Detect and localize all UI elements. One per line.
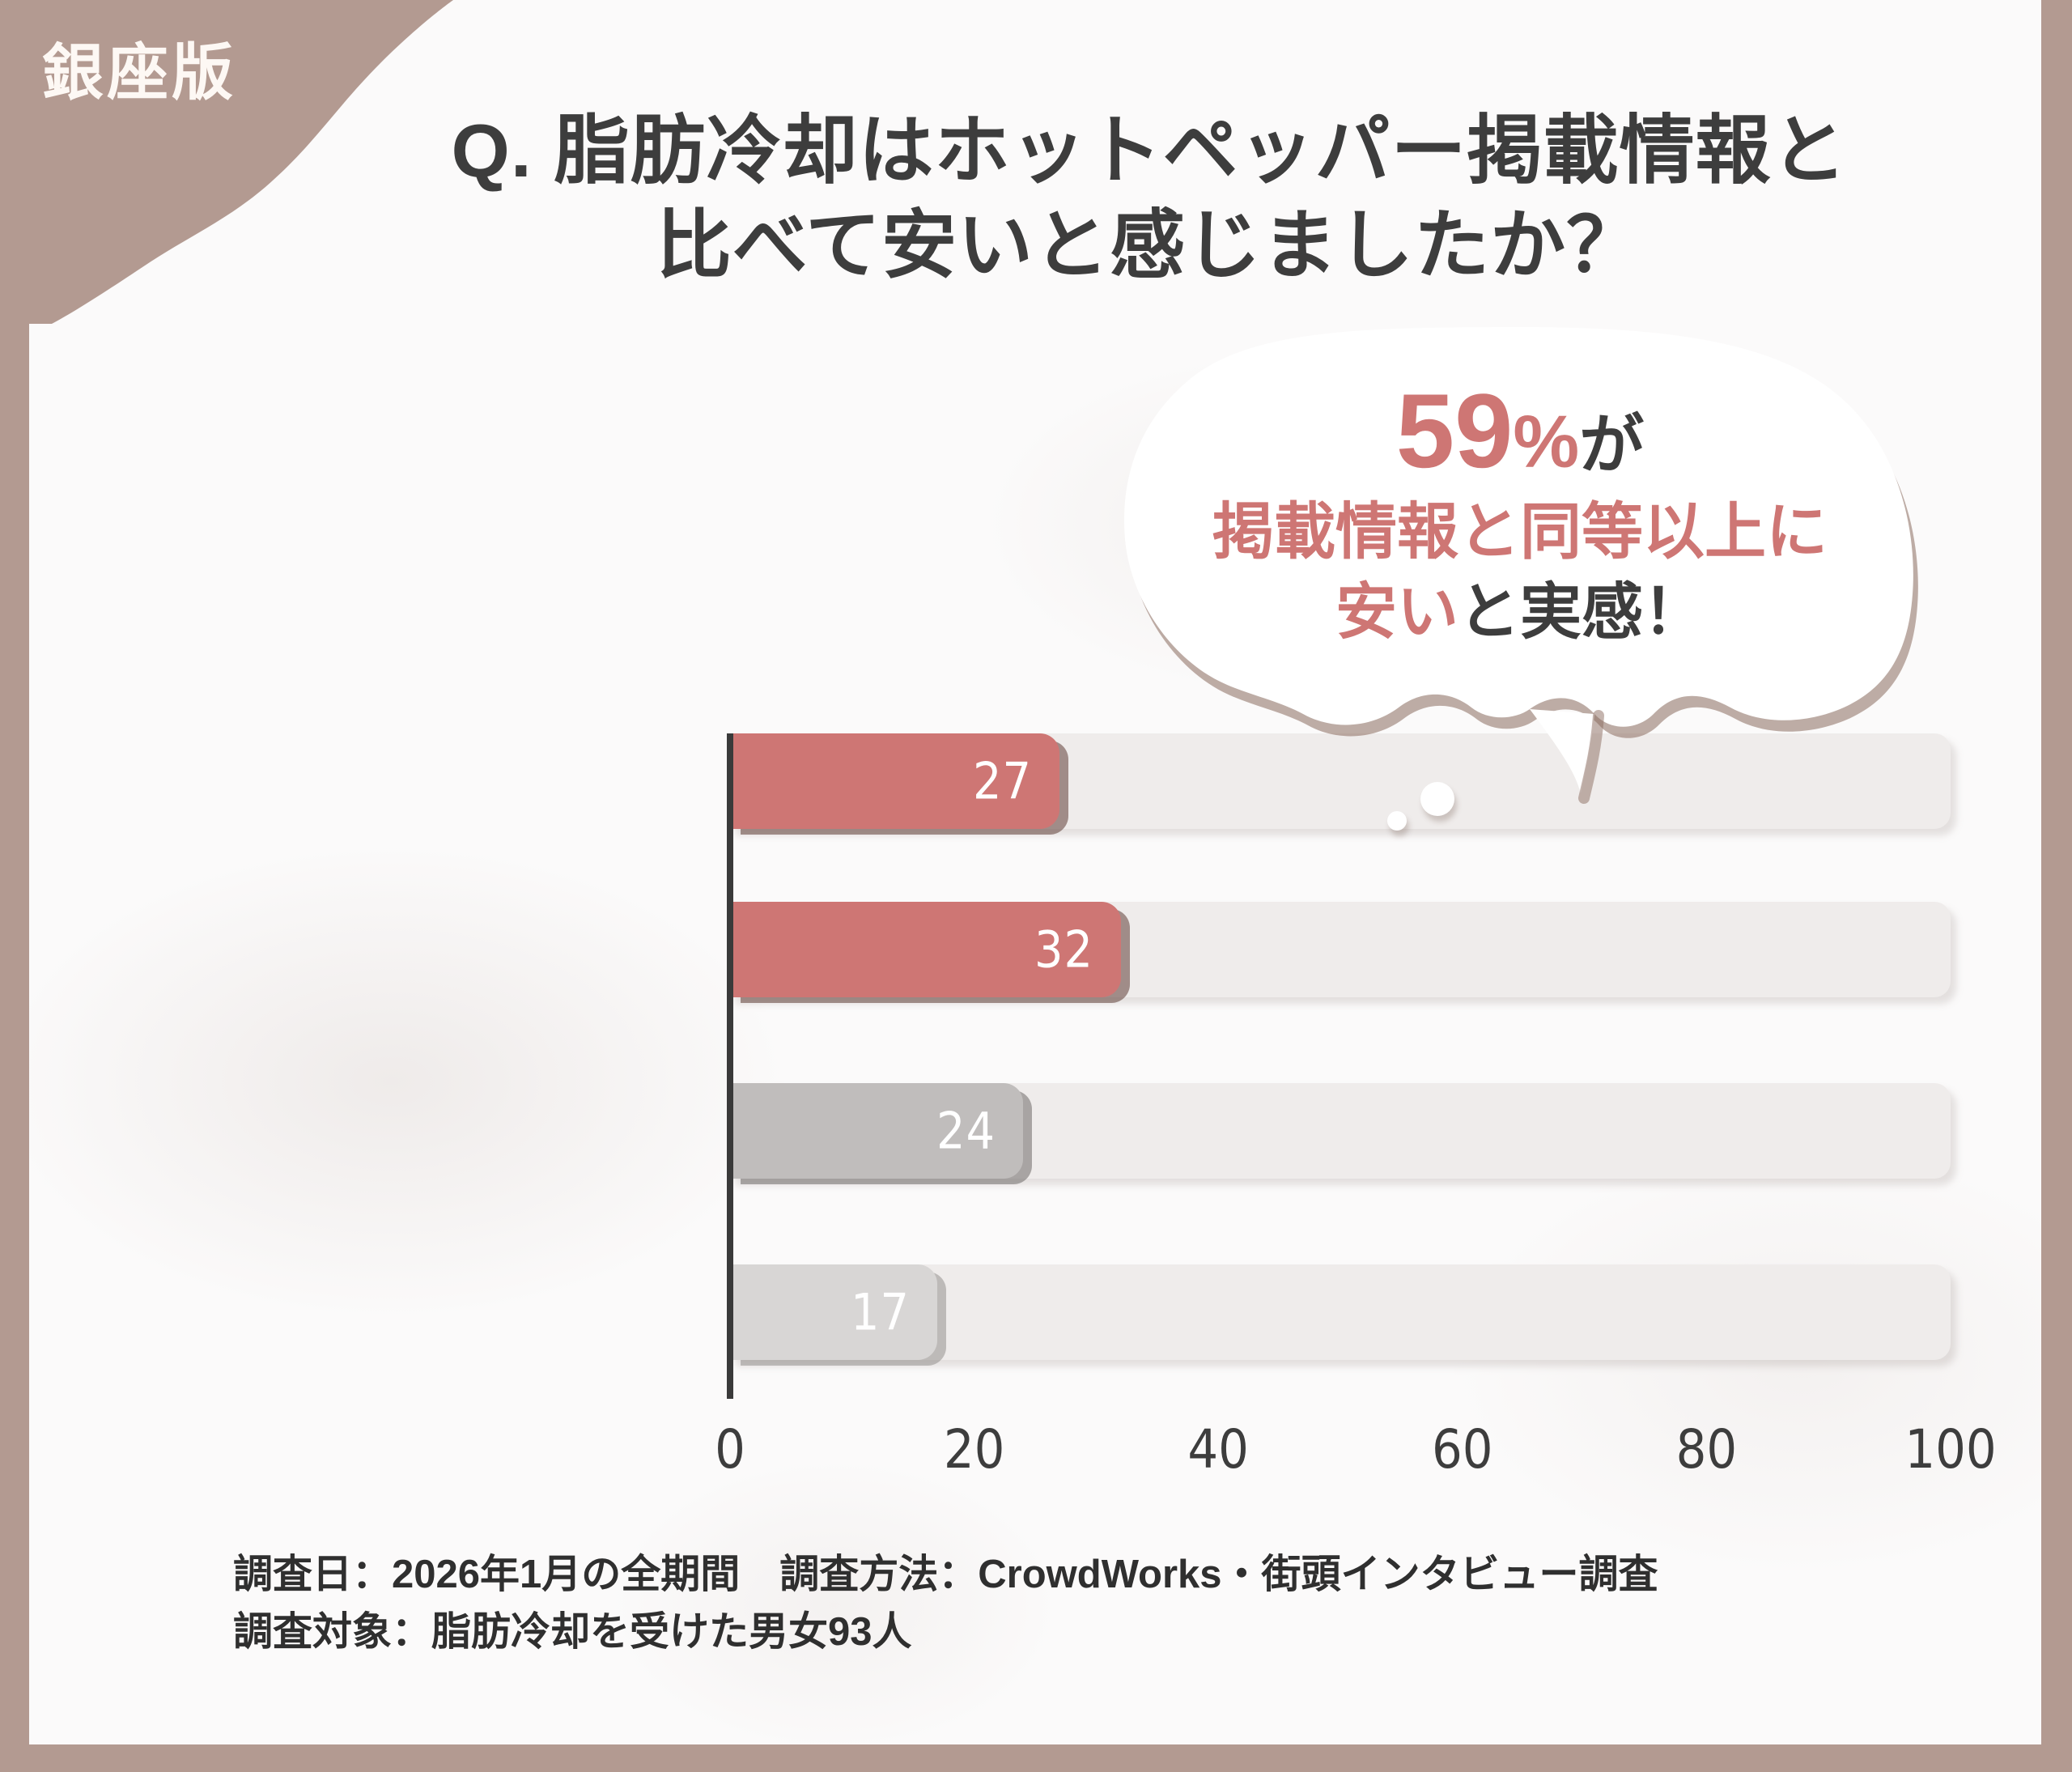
bar-value-label: 24: [936, 1101, 996, 1161]
bubble-tail-dot-large: [1420, 782, 1454, 816]
bar-fill: 17: [730, 1264, 937, 1360]
survey-footnote-line-1: 調査日：2026年1月の全期間 調査方法：CrowdWorks・街頭インタビュー…: [233, 1553, 1658, 1596]
ginza-badge-blob: [0, 0, 453, 324]
x-tick: 20: [943, 1418, 1005, 1481]
survey-footnote-line-2: 調査対象：脂肪冷却を受けた男女93人: [233, 1610, 912, 1655]
survey-footnote: 調査日：2026年1月の全期間 調査方法：CrowdWorks・街頭インタビュー…: [233, 1546, 1658, 1661]
callout-line-2: 掲載情報と同等以上に: [1212, 497, 1828, 567]
bar-fill: 24: [730, 1083, 1023, 1179]
x-axis-ticks: 0 20 40 60 80 100: [715, 1418, 1997, 1483]
callout-line-3-rest: と実感！: [1458, 577, 1705, 647]
x-tick: 80: [1675, 1418, 1738, 1481]
x-tick: 40: [1187, 1418, 1249, 1481]
callout-bubble: 59%が 掲載情報と同等以上に 安いと実感！: [1115, 327, 1925, 805]
page-title: Q. 脂肪冷却はホットペッパー掲載情報と 比べて安いと感じましたか？: [348, 104, 1951, 293]
bar-fill: 32: [730, 902, 1121, 997]
x-tick: 0: [715, 1418, 745, 1481]
callout-percent-value: 59: [1395, 372, 1514, 490]
callout-particle: が: [1579, 409, 1645, 481]
bar-value-label: 27: [973, 751, 1032, 811]
callout-text: 59%が 掲載情報と同等以上に 安いと実感！: [1115, 375, 1925, 651]
title-line-1: Q. 脂肪冷却はホットペッパー掲載情報と: [451, 108, 1848, 193]
title-line-2: 比べて安いと感じましたか？: [656, 203, 1643, 288]
bubble-tail-dot-small: [1387, 811, 1407, 831]
callout-line-3-highlight: 安い: [1335, 577, 1458, 647]
callout-percent-symbol: %: [1513, 401, 1580, 483]
x-tick: 60: [1432, 1418, 1493, 1481]
callout-percent-line: 59%が: [1115, 375, 1925, 487]
bar-value-label: 17: [851, 1282, 910, 1342]
bar-fill: 27: [730, 733, 1059, 829]
bar-value-label: 32: [1034, 920, 1093, 979]
ginza-badge-label: 銀座版: [42, 39, 236, 108]
x-tick: 100: [1904, 1418, 1997, 1481]
y-axis-line: [727, 733, 733, 1399]
callout-line-3: 安いと実感！: [1115, 574, 1925, 651]
